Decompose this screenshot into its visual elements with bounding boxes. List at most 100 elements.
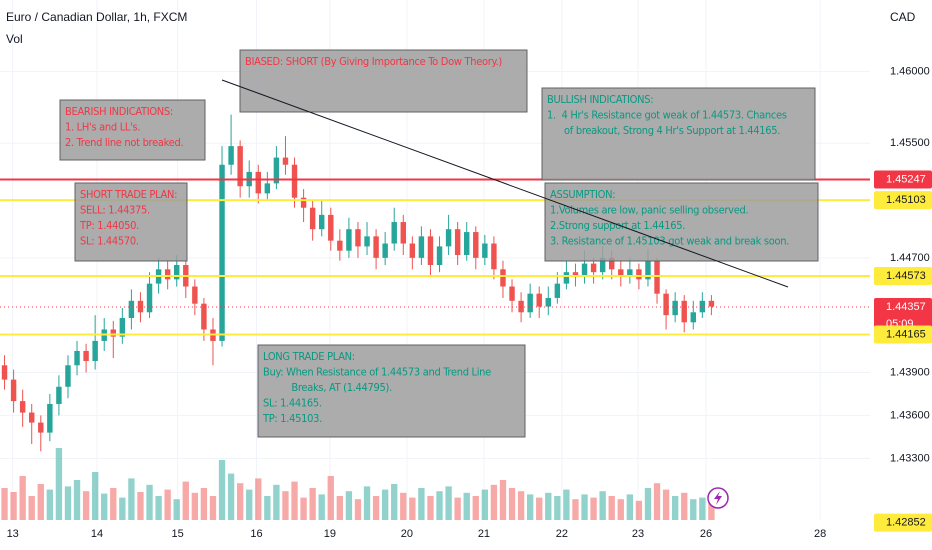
candle-body bbox=[536, 293, 542, 307]
volume-bar bbox=[463, 492, 470, 520]
volume-bar bbox=[345, 491, 353, 520]
candle bbox=[445, 214, 452, 255]
volume-bar bbox=[19, 476, 26, 520]
note-text: SELL: 1.44375. bbox=[80, 204, 150, 217]
candle bbox=[38, 415, 44, 452]
candle bbox=[545, 286, 551, 316]
candle bbox=[264, 171, 271, 201]
volume-bar bbox=[671, 496, 679, 520]
price-tag bbox=[874, 297, 932, 334]
candle-body bbox=[427, 236, 434, 266]
candle-body bbox=[618, 269, 624, 276]
candle-body bbox=[527, 293, 533, 313]
alert-icon[interactable] bbox=[707, 487, 729, 509]
volume-bar bbox=[119, 497, 126, 520]
candle-body bbox=[581, 263, 588, 276]
note-text: 2.Strong support at 1.44165. bbox=[550, 219, 685, 232]
candle bbox=[418, 226, 425, 266]
note-text: 2. Trend line not breaked. bbox=[65, 136, 183, 149]
candle-body bbox=[237, 146, 243, 187]
candle bbox=[654, 257, 660, 304]
candle bbox=[454, 222, 461, 266]
volume-bar bbox=[517, 491, 525, 520]
candle bbox=[110, 320, 116, 359]
volume-pane bbox=[1, 448, 715, 520]
candle bbox=[527, 283, 533, 319]
note-text: TP: 1.44050. bbox=[79, 219, 139, 232]
note-text: BEARISH INDICATIONS: bbox=[65, 105, 173, 118]
candle-body bbox=[599, 257, 606, 273]
price-tag-label: 1.45103 bbox=[886, 194, 926, 206]
candle bbox=[309, 200, 316, 241]
candle bbox=[373, 229, 379, 270]
volume-bar bbox=[309, 488, 316, 520]
volume-bar bbox=[363, 486, 371, 520]
note-text: BULLISH INDICATIONS: bbox=[547, 93, 653, 106]
note-text: BIASED: SHORT (By Giving Importance To D… bbox=[245, 55, 502, 68]
volume-bar bbox=[354, 499, 362, 520]
candle-body bbox=[454, 229, 461, 255]
volume-bar bbox=[146, 484, 153, 520]
x-tick-label: 16 bbox=[250, 528, 262, 540]
volume-bar bbox=[218, 460, 226, 520]
volume-bar bbox=[246, 489, 253, 520]
candle bbox=[536, 286, 542, 319]
volume-bar bbox=[662, 489, 670, 520]
candle bbox=[590, 257, 597, 284]
y-tick-label: 1.45500 bbox=[890, 137, 930, 149]
candle bbox=[400, 214, 406, 255]
candle bbox=[146, 272, 153, 319]
candle-body bbox=[672, 300, 678, 316]
candle bbox=[427, 229, 434, 276]
candle bbox=[29, 403, 35, 445]
candle-body bbox=[328, 214, 334, 241]
volume-bar bbox=[155, 496, 162, 520]
candle bbox=[1, 355, 8, 390]
candle-body bbox=[491, 243, 497, 270]
volume-bar bbox=[708, 502, 715, 520]
volume-bar bbox=[264, 496, 271, 520]
candle-body bbox=[663, 293, 669, 316]
candle-body bbox=[10, 379, 17, 402]
candle-body bbox=[572, 272, 579, 276]
candle-body bbox=[291, 164, 298, 198]
candle-body bbox=[554, 283, 561, 298]
note-text: 1. 4 Hr's Resistance got weak of 1.44573… bbox=[547, 109, 787, 122]
candle-body bbox=[464, 232, 470, 255]
candle bbox=[355, 222, 361, 258]
volume-bar bbox=[454, 497, 461, 520]
volume-bar bbox=[481, 489, 489, 520]
volume-bar bbox=[391, 484, 398, 520]
note-box bbox=[74, 182, 188, 262]
candle-body bbox=[500, 269, 506, 287]
volume-bar bbox=[372, 496, 380, 520]
volume-bar bbox=[653, 483, 661, 520]
volume-bar bbox=[173, 499, 180, 520]
candle-body bbox=[445, 229, 452, 247]
volume-bar bbox=[581, 494, 588, 520]
candle-body bbox=[174, 265, 180, 280]
note-text: of breakout, Strong 4 Hr's Support at 1.… bbox=[547, 124, 780, 137]
alert-bolt[interactable] bbox=[714, 491, 722, 505]
volume-bar bbox=[300, 497, 307, 520]
volume-bar bbox=[418, 488, 425, 520]
candle bbox=[473, 226, 479, 270]
candle bbox=[328, 207, 334, 251]
y-tick-label: 1.43300 bbox=[890, 452, 930, 464]
x-tick-label: 22 bbox=[556, 528, 568, 540]
candle bbox=[491, 236, 497, 280]
volume-bar bbox=[327, 476, 334, 520]
candle-body bbox=[19, 401, 26, 413]
volume-bar bbox=[608, 496, 615, 520]
candle-body bbox=[482, 243, 488, 258]
candle-body bbox=[83, 350, 89, 361]
chart-title: Euro / Canadian Dollar, 1h, FXCM bbox=[6, 10, 187, 24]
candle-body bbox=[681, 300, 687, 323]
volume-bar bbox=[110, 488, 117, 520]
candle-body bbox=[319, 214, 325, 230]
volume-bar bbox=[599, 491, 606, 520]
candle bbox=[672, 292, 678, 323]
volume-bar bbox=[10, 492, 17, 520]
volume-bar bbox=[28, 496, 35, 520]
candle-body bbox=[654, 260, 660, 294]
